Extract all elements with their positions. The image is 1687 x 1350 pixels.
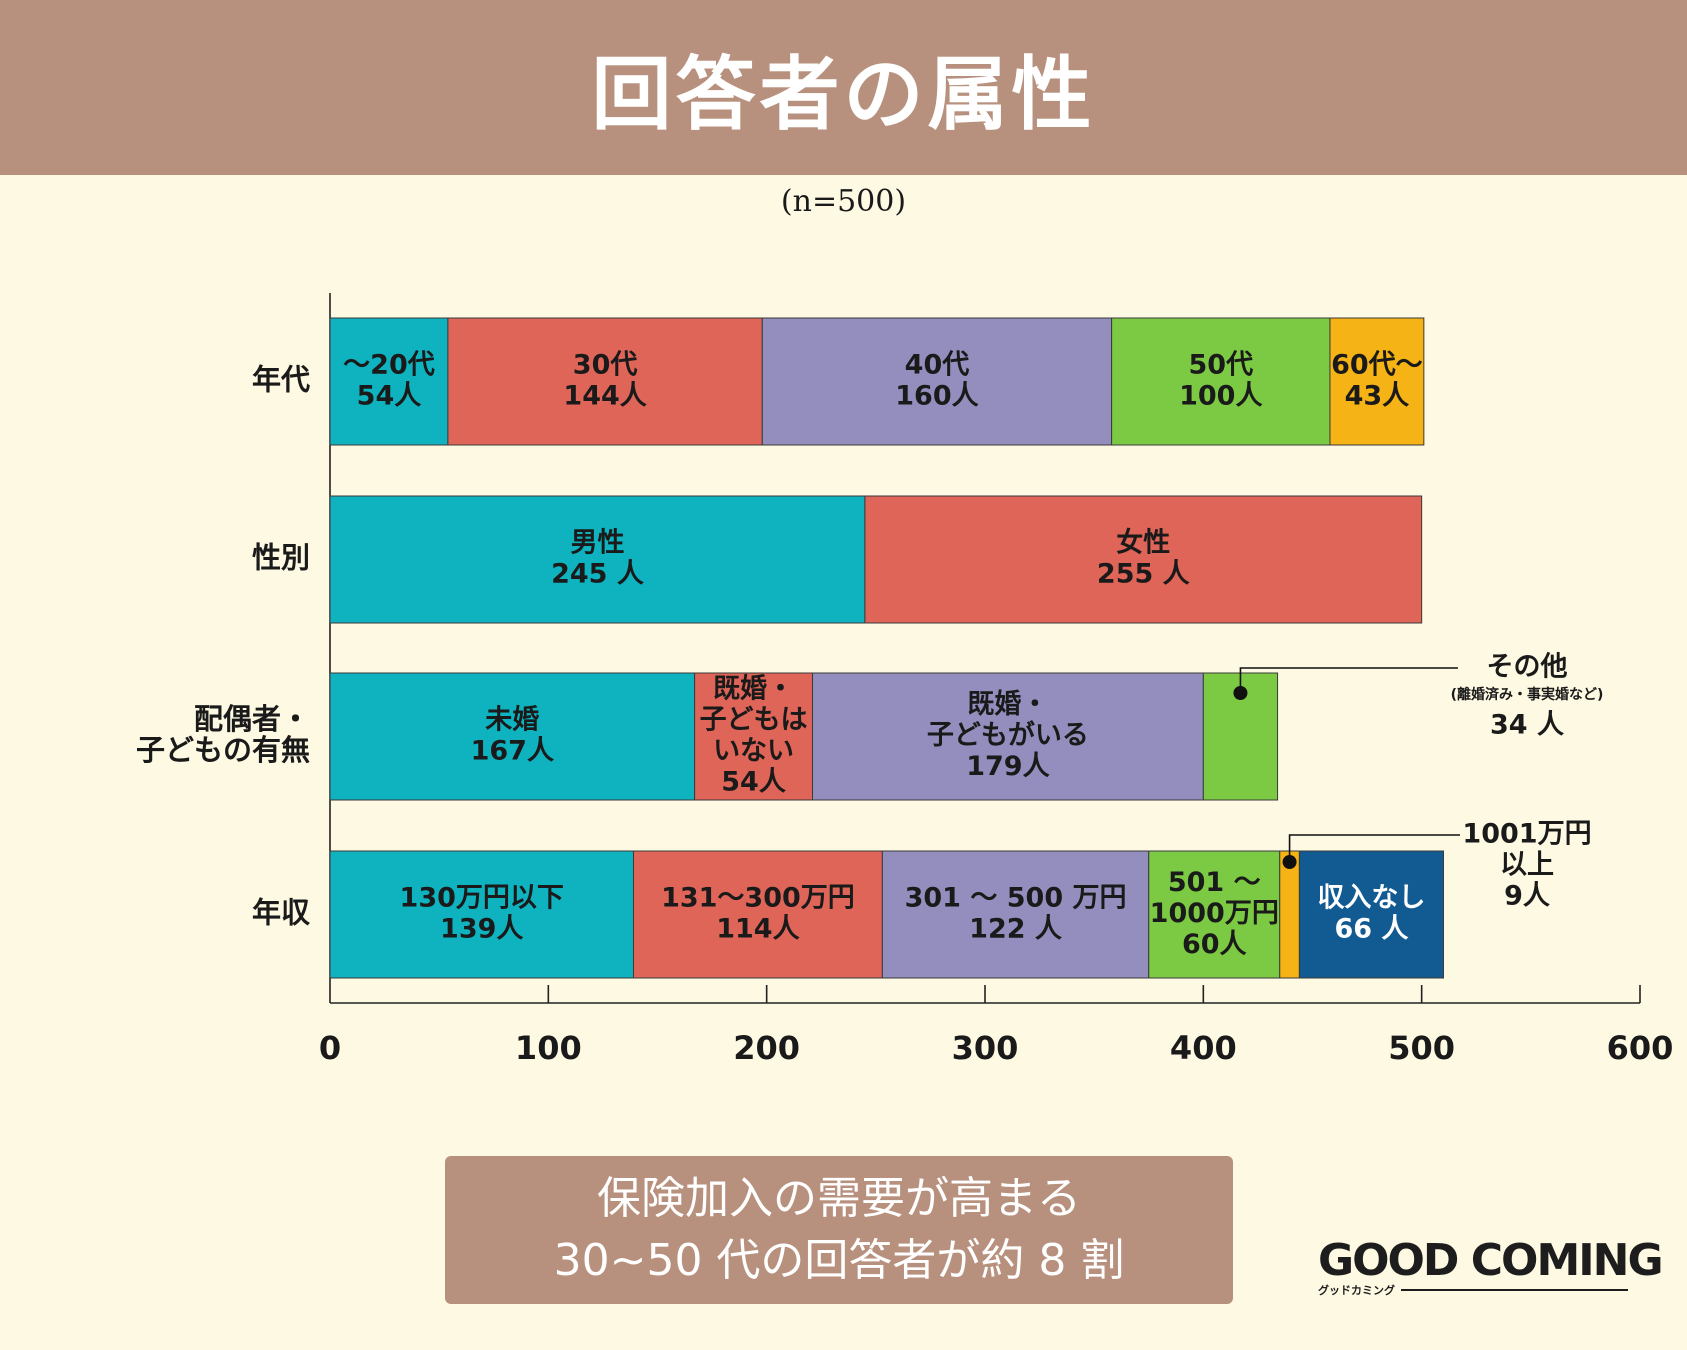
segment-label: 130万円以下 [400, 883, 564, 914]
segment-label: 114人 [716, 914, 799, 945]
bar-segment [1148, 850, 1281, 979]
x-tick-label: 600 [1607, 1029, 1674, 1067]
segment-label: 43人 [1345, 381, 1410, 412]
segment-label: 245 人 [551, 559, 644, 590]
segment-label: 255 人 [1097, 559, 1190, 590]
bar-segment [881, 850, 1150, 979]
segment-label: 子どもがいる [927, 719, 1089, 751]
bar-segment [632, 850, 883, 979]
logo-wordmark: GOOD COMING [1318, 1235, 1664, 1286]
segment-label: 122 人 [969, 914, 1062, 945]
sample-size: (n=500) [780, 184, 907, 219]
segment-label: 179人 [966, 751, 1049, 782]
x-tick-label: 400 [1170, 1029, 1237, 1067]
bar-segment [329, 317, 449, 446]
segment-label: 1000万円 [1150, 898, 1279, 929]
x-tick-label: 0 [319, 1029, 341, 1067]
x-tick-label: 300 [952, 1029, 1019, 1067]
header-band [0, 0, 1687, 175]
bar-segment [864, 495, 1423, 624]
segment-label: 男性 [570, 528, 624, 559]
bar-segment [329, 672, 696, 801]
segment-label: 301 〜 500 万円 [905, 883, 1127, 914]
bar-segment [1111, 317, 1331, 446]
category-label: 配偶者・ [194, 702, 310, 736]
category-label: 年収 [252, 896, 311, 930]
segment-label: 子どもは [700, 705, 808, 736]
bar-segment [329, 495, 866, 624]
summary-line-2: 30~50 代の回答者が約 8 割 [553, 1235, 1125, 1286]
logo-kana: グッドカミング [1318, 1284, 1395, 1297]
summary-box: 保険加入の需要が高まる 30~50 代の回答者が約 8 割 [445, 1156, 1233, 1304]
segment-label: 501 〜 [1168, 867, 1261, 898]
page-title: 回答者の属性 [591, 47, 1096, 141]
segment-label: 66 人 [1334, 914, 1408, 945]
segment-label: 167人 [471, 736, 554, 767]
x-tick-label: 500 [1388, 1029, 1455, 1067]
bar-segment [694, 672, 814, 801]
callout-line [1288, 834, 1460, 862]
bar-segment [761, 317, 1113, 446]
category-label: 年代 [252, 363, 310, 397]
bar-segment [812, 672, 1204, 801]
segment-label: 女性 [1116, 527, 1170, 559]
x-tick-label: 200 [733, 1029, 800, 1067]
segment-label: 160人 [895, 381, 978, 412]
segment-label: 〜20代 [343, 350, 435, 381]
segment-label: 40代 [905, 350, 970, 381]
callout-label: 以上 [1500, 850, 1554, 881]
segment-label: 54人 [357, 381, 422, 412]
bar-segment [1329, 317, 1425, 446]
segment-label: いない [713, 736, 794, 767]
callout-note: (離婚済み・事実婚など) [1451, 686, 1604, 703]
segment-label: 54人 [721, 767, 786, 798]
segment-label: 既婚・ [713, 674, 794, 705]
segment-label: 50代 [1189, 350, 1254, 381]
brand-logo: GOOD COMING グッドカミング [1318, 1235, 1664, 1298]
bar-segment [1298, 850, 1445, 979]
callout-label: 9人 [1504, 881, 1550, 912]
segment-label: 131〜300万円 [661, 883, 855, 914]
segment-label: 収入なし [1317, 883, 1425, 914]
segment-label: 未婚 [485, 705, 539, 736]
summary-line-1: 保険加入の需要が高まる [597, 1173, 1081, 1224]
bar-segment [447, 317, 763, 446]
logo-underline [1401, 1289, 1628, 1291]
bar-segment [1279, 850, 1300, 979]
category-label: 子どもの有無 [136, 733, 310, 767]
callout-line [1239, 667, 1458, 693]
segment-label: 100人 [1179, 381, 1262, 412]
callout-label: 1001万円 [1462, 819, 1591, 850]
segment-label: 30代 [573, 350, 638, 381]
callout-title: その他 [1487, 652, 1568, 683]
segment-label: 60代〜 [1331, 350, 1423, 381]
callout-value: 34 人 [1490, 710, 1564, 741]
segment-label: 144人 [563, 381, 646, 412]
segment-label: 60人 [1182, 929, 1247, 960]
category-label: 性別 [252, 541, 310, 575]
segment-label: 139人 [440, 914, 523, 945]
segment-label: 既婚・ [967, 689, 1048, 720]
x-tick-label: 100 [515, 1029, 582, 1067]
